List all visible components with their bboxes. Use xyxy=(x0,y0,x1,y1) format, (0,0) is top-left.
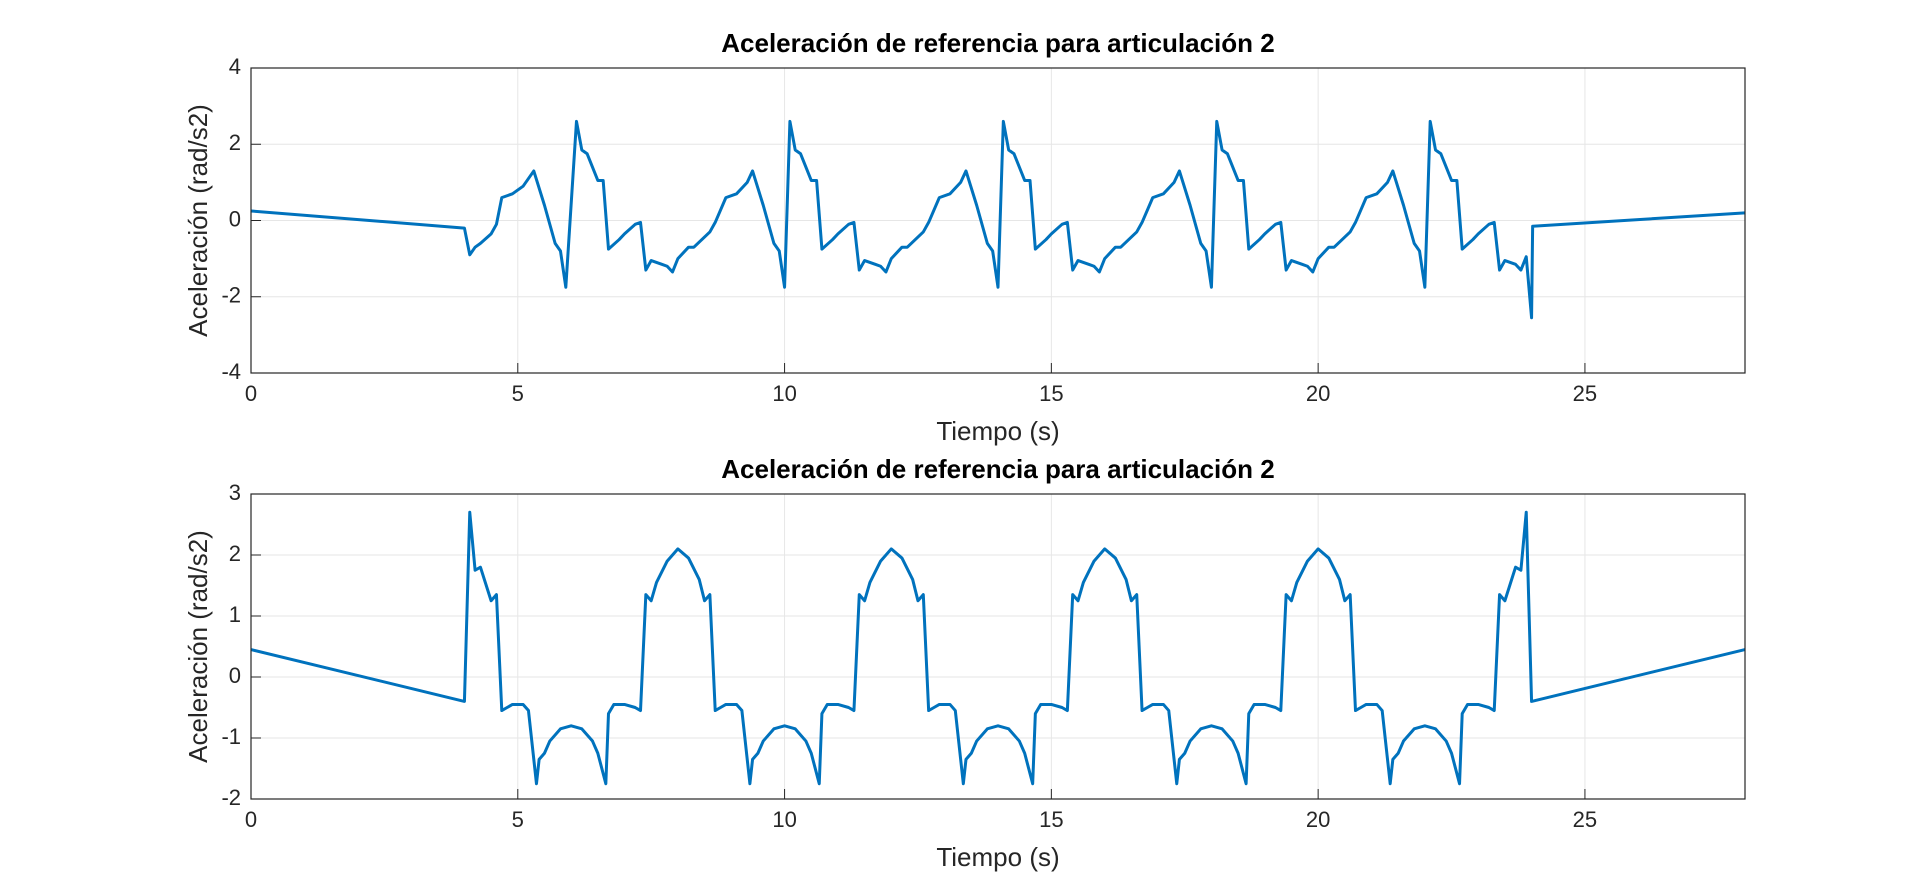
data-line xyxy=(250,119,1746,320)
y-tick-label: -1 xyxy=(221,724,241,749)
y-tick-label: -2 xyxy=(221,283,241,308)
plot-area xyxy=(251,494,1745,799)
chart-title: Aceleración de referencia para articulac… xyxy=(721,28,1274,58)
y-axis-label: Aceleración (rad/s2) xyxy=(183,104,213,337)
x-tick-label: 5 xyxy=(512,807,524,832)
y-tick-label: -4 xyxy=(221,359,241,384)
axes-box xyxy=(250,493,1746,800)
x-tick-label: 15 xyxy=(1039,807,1063,832)
x-tick-label: 0 xyxy=(245,381,257,406)
y-tick-label: 3 xyxy=(229,480,241,505)
y-axis-label: Aceleración (rad/s2) xyxy=(183,530,213,763)
y-tick-label: 1 xyxy=(229,602,241,627)
axes-box xyxy=(250,67,1746,374)
y-tick-label: 2 xyxy=(229,130,241,155)
data-line xyxy=(250,510,1746,786)
y-tick-label: 4 xyxy=(229,54,241,79)
x-tick-label: 25 xyxy=(1573,807,1597,832)
chart-title: Aceleración de referencia para articulac… xyxy=(721,454,1274,484)
x-axis-label: Tiempo (s) xyxy=(936,416,1059,446)
y-tick-label: -2 xyxy=(221,785,241,810)
x-axis-label: Tiempo (s) xyxy=(936,842,1059,872)
x-tick-label: 20 xyxy=(1306,807,1330,832)
x-tick-label: 0 xyxy=(245,807,257,832)
y-tick-label: 2 xyxy=(229,541,241,566)
x-tick-label: 25 xyxy=(1573,381,1597,406)
x-tick-label: 5 xyxy=(512,381,524,406)
y-tick-label: 0 xyxy=(229,206,241,231)
x-tick-label: 10 xyxy=(772,807,796,832)
x-tick-label: 10 xyxy=(772,381,796,406)
x-tick-label: 15 xyxy=(1039,381,1063,406)
x-tick-label: 20 xyxy=(1306,381,1330,406)
y-tick-label: 0 xyxy=(229,663,241,688)
